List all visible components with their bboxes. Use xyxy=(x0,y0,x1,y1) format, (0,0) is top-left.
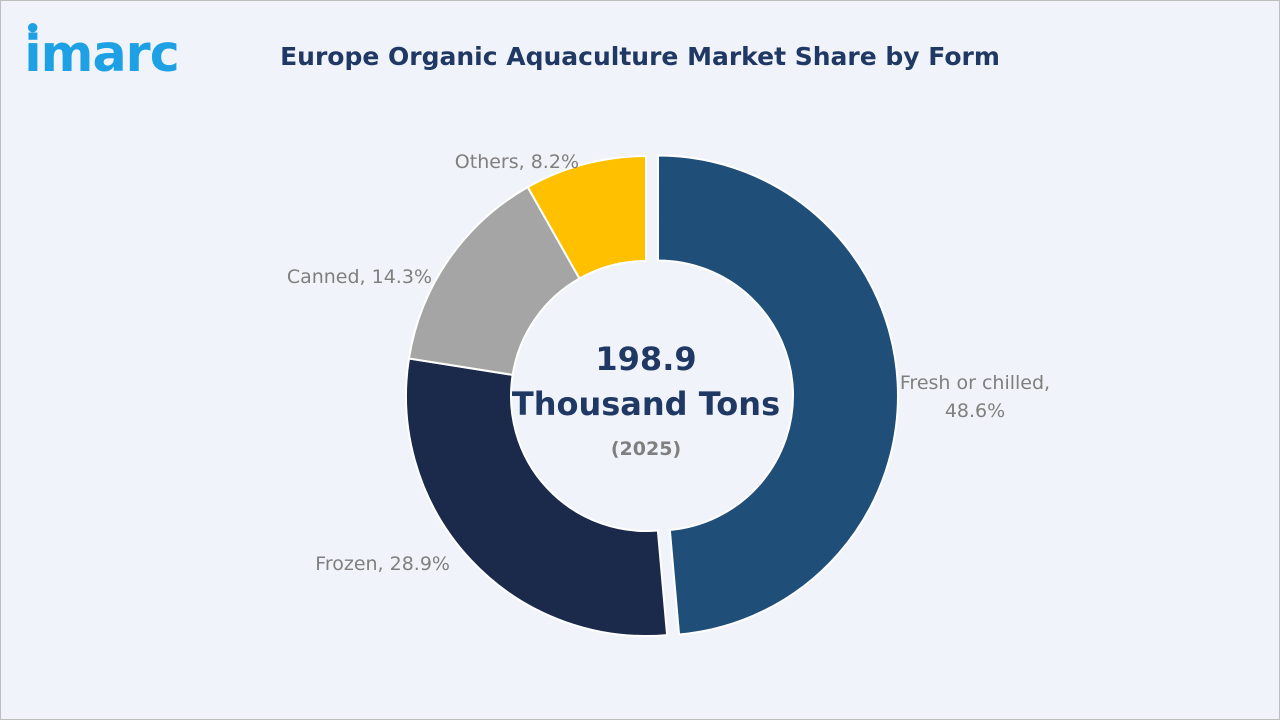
donut-slices xyxy=(405,154,899,637)
slice-label-frozen: Frozen, 28.9% xyxy=(315,553,450,575)
slice-label-line: Frozen, 28.9% xyxy=(315,553,450,575)
slice-label-canned: Canned, 14.3% xyxy=(287,266,432,288)
slice-fresh-or-chilled xyxy=(656,154,899,636)
donut-center: 198.9 Thousand Tons (2025) xyxy=(512,340,780,460)
slice-frozen xyxy=(405,357,669,637)
slice-label-line: Others, 8.2% xyxy=(455,151,579,173)
chart-title: Europe Organic Aquaculture Market Share … xyxy=(0,42,1280,71)
center-value-unit: Thousand Tons xyxy=(512,385,780,423)
slice-label-others: Others, 8.2% xyxy=(455,151,579,173)
logo-text: imarc xyxy=(24,24,179,82)
slice-others xyxy=(526,154,647,280)
chart-title-text: Europe Organic Aquaculture Market Share … xyxy=(280,42,1000,71)
slice-label-line: Fresh or chilled, xyxy=(900,372,1050,394)
slice-labels: Fresh or chilled, 48.6% Frozen, 28.9% Canne… xyxy=(287,151,1050,575)
slice-label-line: 48.6% xyxy=(945,400,1005,422)
slice-label-fresh-or-chilled: Fresh or chilled, 48.6% xyxy=(900,372,1050,422)
center-value-number: 198.9 xyxy=(595,340,696,378)
slice-label-line: Canned, 14.3% xyxy=(287,266,432,288)
center-year: (2025) xyxy=(611,438,681,460)
imarc-logo: imarc xyxy=(24,22,180,82)
